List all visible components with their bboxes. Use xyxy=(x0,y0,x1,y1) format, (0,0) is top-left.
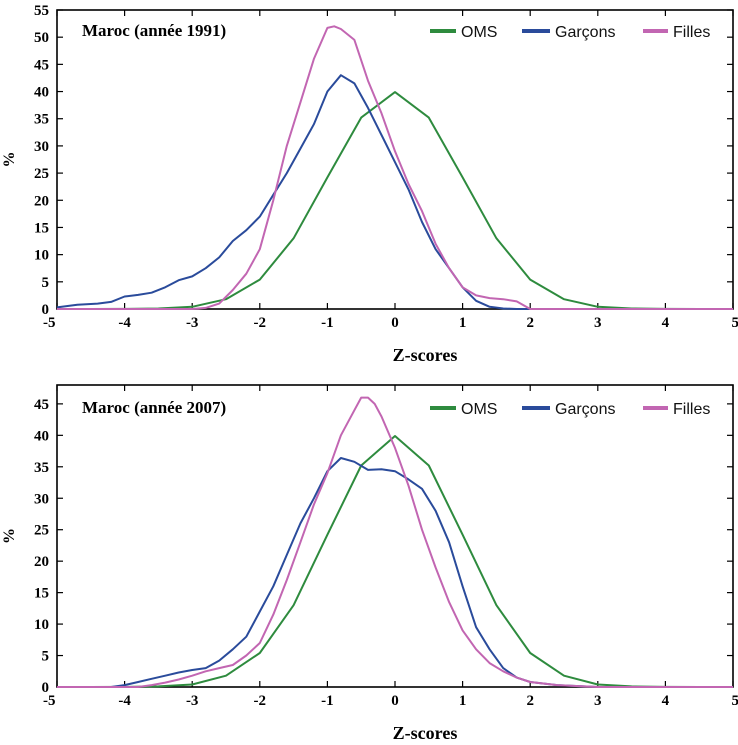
legend-label: OMS xyxy=(461,401,497,418)
y-tick-label: 45 xyxy=(34,397,49,413)
y-tick-label: 5 xyxy=(42,275,50,291)
legend-label: OMS xyxy=(461,24,497,41)
x-tick-label: 5 xyxy=(732,693,738,709)
x-tick-label: -2 xyxy=(254,693,267,709)
x-tick-label: 4 xyxy=(662,693,670,709)
y-tick-label: 15 xyxy=(34,220,49,236)
legend-label: Garçons xyxy=(555,401,615,418)
y-tick-label: 10 xyxy=(34,617,49,633)
legend-label: Filles xyxy=(673,401,710,418)
y-tick-label: 35 xyxy=(34,112,49,128)
y-tick-label: 55 xyxy=(34,3,49,19)
legend-label: Filles xyxy=(673,24,710,41)
plot-frame xyxy=(56,384,734,688)
series-line-oms xyxy=(57,435,733,688)
x-tick-label: -4 xyxy=(118,693,131,709)
x-tick-label: -1 xyxy=(321,693,334,709)
y-tick-label: 25 xyxy=(34,523,49,539)
y-tick-label: 45 xyxy=(34,57,49,73)
x-tick-label: -3 xyxy=(186,693,199,709)
y-tick-label: 15 xyxy=(34,586,49,602)
y-tick-label: 30 xyxy=(34,491,49,507)
x-tick-label: -5 xyxy=(43,693,56,709)
x-tick-label: 2 xyxy=(526,315,534,331)
x-tick-label: 2 xyxy=(526,693,534,709)
y-tick-label: 10 xyxy=(34,248,49,264)
x-tick-label: -1 xyxy=(321,315,334,331)
series-line-oms xyxy=(57,91,733,310)
chart-panel-2007: -5 -4 -3 -2 -1 0 1 2 3 4 5051015202530354045%Z-sco… xyxy=(1,384,738,743)
y-tick-label: 40 xyxy=(34,428,49,444)
chart-title: Maroc (année 1991) xyxy=(82,21,226,40)
x-tick-label: 0 xyxy=(391,693,399,709)
y-tick-label: 30 xyxy=(34,139,49,155)
y-tick-label: 0 xyxy=(42,680,50,696)
x-axis-label: Z-scores xyxy=(393,345,458,365)
y-tick-label: 20 xyxy=(34,554,49,570)
y-tick-label: 40 xyxy=(34,85,49,101)
x-tick-label: -5 xyxy=(43,315,56,331)
series-line-garons xyxy=(57,457,733,688)
x-tick-label: -4 xyxy=(118,315,131,331)
series-line-filles xyxy=(57,396,733,688)
series-line-garons xyxy=(56,74,733,310)
x-tick-label: 3 xyxy=(594,315,602,331)
x-tick-label: 3 xyxy=(594,693,602,709)
y-tick-label: 5 xyxy=(42,649,50,665)
x-tick-label: 0 xyxy=(391,315,399,331)
y-tick-label: 0 xyxy=(42,302,50,318)
series-line-filles xyxy=(57,25,733,310)
y-axis-label: % xyxy=(1,528,18,544)
x-tick-label: -2 xyxy=(254,315,267,331)
y-tick-label: 35 xyxy=(34,460,49,476)
x-tick-label: 4 xyxy=(662,315,670,331)
legend-label: Garçons xyxy=(555,24,615,41)
x-tick-label: -3 xyxy=(186,315,199,331)
y-axis-label: % xyxy=(1,152,18,168)
y-tick-label: 50 xyxy=(34,30,49,46)
x-axis-label: Z-scores xyxy=(393,723,458,743)
chart-title: Maroc (année 2007) xyxy=(82,398,226,417)
x-tick-label: 5 xyxy=(732,315,738,331)
plot-frame xyxy=(56,9,734,310)
y-tick-label: 20 xyxy=(34,193,49,209)
y-tick-label: 25 xyxy=(34,166,49,182)
x-tick-label: 1 xyxy=(459,315,467,331)
chart-panel-1991: -5 -4 -3 -2 -1 0 1 2 3 4 50510152025303540455055%Z… xyxy=(1,3,738,365)
x-tick-label: 1 xyxy=(459,693,467,709)
